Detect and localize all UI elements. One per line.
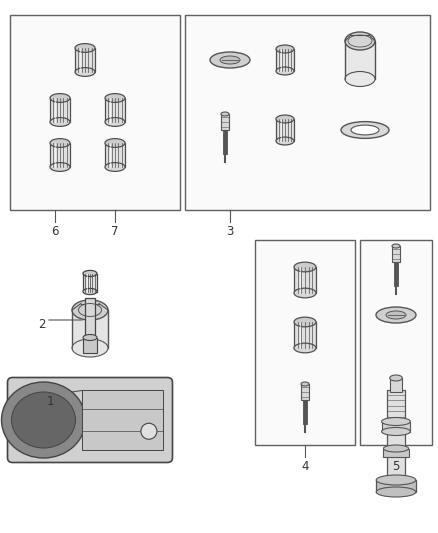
Ellipse shape bbox=[341, 122, 389, 139]
Bar bbox=[387, 390, 405, 480]
Bar bbox=[294, 322, 316, 348]
Text: 4: 4 bbox=[301, 460, 309, 473]
Bar bbox=[392, 246, 400, 262]
Ellipse shape bbox=[345, 32, 375, 50]
Bar bbox=[50, 98, 70, 122]
Bar bbox=[345, 41, 375, 79]
Ellipse shape bbox=[83, 270, 97, 277]
Bar bbox=[221, 114, 229, 130]
Bar bbox=[360, 240, 432, 445]
Bar bbox=[105, 143, 125, 167]
Ellipse shape bbox=[381, 417, 410, 425]
Ellipse shape bbox=[72, 300, 108, 320]
Ellipse shape bbox=[383, 445, 409, 452]
Bar bbox=[376, 480, 416, 492]
Ellipse shape bbox=[83, 335, 97, 341]
Ellipse shape bbox=[301, 382, 309, 386]
FancyBboxPatch shape bbox=[7, 377, 173, 463]
Bar bbox=[276, 49, 294, 71]
Text: 5: 5 bbox=[392, 460, 400, 473]
Ellipse shape bbox=[376, 487, 416, 497]
Bar bbox=[10, 15, 180, 210]
Ellipse shape bbox=[141, 423, 157, 439]
Ellipse shape bbox=[220, 56, 240, 64]
Text: 3: 3 bbox=[226, 225, 234, 238]
Ellipse shape bbox=[294, 288, 316, 298]
Text: 2: 2 bbox=[38, 318, 46, 331]
Ellipse shape bbox=[75, 68, 95, 76]
Ellipse shape bbox=[105, 139, 125, 148]
Ellipse shape bbox=[390, 375, 402, 381]
Ellipse shape bbox=[276, 45, 294, 53]
Ellipse shape bbox=[50, 163, 70, 172]
Ellipse shape bbox=[72, 339, 108, 357]
Ellipse shape bbox=[276, 137, 294, 145]
Ellipse shape bbox=[50, 139, 70, 148]
Bar bbox=[390, 378, 402, 392]
Ellipse shape bbox=[351, 125, 379, 135]
Bar bbox=[381, 422, 410, 432]
Ellipse shape bbox=[294, 262, 316, 272]
Ellipse shape bbox=[83, 288, 97, 295]
Ellipse shape bbox=[210, 52, 250, 68]
Ellipse shape bbox=[11, 392, 75, 448]
Bar bbox=[276, 119, 294, 141]
Ellipse shape bbox=[50, 94, 70, 102]
Ellipse shape bbox=[105, 94, 125, 102]
Bar bbox=[185, 15, 430, 210]
Ellipse shape bbox=[294, 343, 316, 353]
Bar bbox=[50, 143, 70, 167]
Ellipse shape bbox=[392, 244, 400, 248]
Ellipse shape bbox=[345, 71, 375, 86]
Bar bbox=[85, 297, 95, 348]
Text: 7: 7 bbox=[111, 225, 119, 238]
Ellipse shape bbox=[105, 163, 125, 172]
Ellipse shape bbox=[1, 382, 85, 458]
Ellipse shape bbox=[376, 307, 416, 323]
Bar bbox=[83, 273, 97, 292]
Ellipse shape bbox=[105, 118, 125, 126]
Ellipse shape bbox=[276, 67, 294, 75]
Ellipse shape bbox=[386, 311, 406, 319]
Bar bbox=[82, 390, 163, 450]
Ellipse shape bbox=[50, 118, 70, 126]
Ellipse shape bbox=[221, 112, 229, 116]
Ellipse shape bbox=[294, 317, 316, 327]
Bar bbox=[383, 448, 409, 456]
Bar bbox=[83, 337, 97, 352]
Ellipse shape bbox=[75, 44, 95, 52]
Ellipse shape bbox=[276, 115, 294, 123]
Ellipse shape bbox=[376, 475, 416, 485]
Bar bbox=[301, 384, 309, 400]
Bar bbox=[294, 267, 316, 293]
Ellipse shape bbox=[381, 427, 410, 435]
Bar bbox=[72, 310, 108, 348]
Bar bbox=[105, 98, 125, 122]
Bar bbox=[75, 48, 95, 72]
Bar bbox=[255, 240, 355, 445]
Text: 6: 6 bbox=[51, 225, 59, 238]
Text: 1: 1 bbox=[46, 395, 54, 408]
